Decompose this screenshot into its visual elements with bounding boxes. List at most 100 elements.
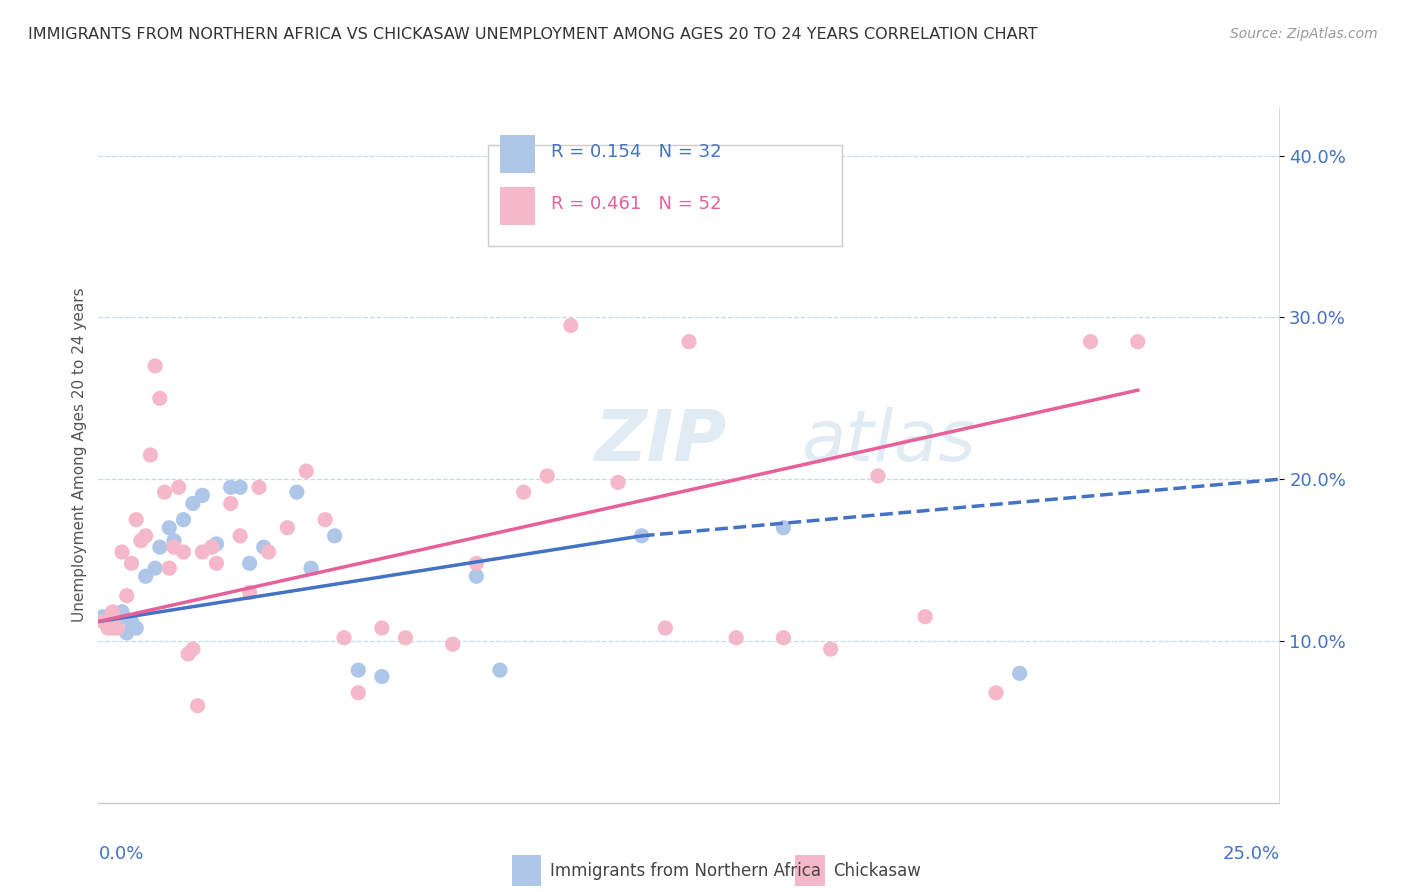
Text: Chickasaw: Chickasaw	[832, 862, 921, 880]
Point	[135, 529, 157, 543]
Point	[465, 569, 488, 583]
Point	[101, 621, 124, 635]
Point	[1080, 334, 1102, 349]
Point	[465, 557, 488, 571]
Point	[201, 540, 224, 554]
Point	[772, 521, 794, 535]
Text: R = 0.154   N = 32: R = 0.154 N = 32	[551, 144, 721, 161]
Point	[239, 585, 262, 599]
Point	[121, 615, 143, 629]
Point	[607, 475, 630, 490]
Point	[229, 480, 252, 494]
Point	[181, 642, 204, 657]
Point	[205, 557, 228, 571]
Point	[314, 513, 336, 527]
Point	[1008, 666, 1031, 681]
Point	[177, 647, 200, 661]
Point	[149, 540, 172, 554]
Point	[91, 609, 114, 624]
Point	[1126, 334, 1149, 349]
Text: Immigrants from Northern Africa: Immigrants from Northern Africa	[550, 862, 821, 880]
Point	[536, 469, 558, 483]
Point	[371, 670, 394, 684]
Point	[187, 698, 209, 713]
Point	[135, 569, 157, 583]
Point	[191, 545, 214, 559]
Text: R = 0.461   N = 52: R = 0.461 N = 52	[551, 195, 721, 213]
Point	[247, 480, 270, 494]
Point	[125, 621, 148, 635]
Point	[333, 631, 356, 645]
Text: Source: ZipAtlas.com: Source: ZipAtlas.com	[1230, 27, 1378, 41]
FancyBboxPatch shape	[512, 855, 541, 887]
Text: ZIP: ZIP	[595, 407, 727, 475]
Point	[347, 686, 370, 700]
Point	[772, 631, 794, 645]
Y-axis label: Unemployment Among Ages 20 to 24 years: Unemployment Among Ages 20 to 24 years	[72, 287, 87, 623]
Point	[394, 631, 416, 645]
Point	[914, 609, 936, 624]
FancyBboxPatch shape	[488, 145, 842, 246]
Point	[229, 529, 252, 543]
Point	[276, 521, 298, 535]
Point	[285, 485, 308, 500]
FancyBboxPatch shape	[796, 855, 825, 887]
Point	[512, 485, 534, 500]
Point	[725, 631, 748, 645]
Point	[163, 540, 186, 554]
Point	[121, 557, 143, 571]
Point	[253, 540, 276, 554]
Point	[678, 334, 700, 349]
Point	[163, 533, 186, 548]
Point	[295, 464, 318, 478]
Point	[866, 469, 889, 483]
Text: 25.0%: 25.0%	[1222, 845, 1279, 863]
Point	[630, 529, 652, 543]
Point	[101, 605, 124, 619]
Point	[172, 545, 194, 559]
Point	[371, 621, 394, 635]
Point	[441, 637, 464, 651]
Point	[115, 626, 138, 640]
Point	[111, 545, 134, 559]
Point	[157, 561, 180, 575]
Point	[97, 621, 120, 635]
Point	[115, 589, 138, 603]
Point	[984, 686, 1007, 700]
Point	[191, 488, 214, 502]
Point	[125, 513, 148, 527]
Point	[219, 480, 242, 494]
FancyBboxPatch shape	[501, 135, 536, 173]
Text: atlas: atlas	[801, 407, 976, 475]
Point	[201, 540, 224, 554]
Point	[149, 392, 172, 406]
FancyBboxPatch shape	[501, 187, 536, 226]
Point	[153, 485, 176, 500]
Point	[654, 621, 676, 635]
Text: IMMIGRANTS FROM NORTHERN AFRICA VS CHICKASAW UNEMPLOYMENT AMONG AGES 20 TO 24 YE: IMMIGRANTS FROM NORTHERN AFRICA VS CHICK…	[28, 27, 1038, 42]
Point	[489, 663, 512, 677]
Point	[172, 513, 194, 527]
Point	[560, 318, 582, 333]
Point	[91, 615, 114, 629]
Point	[167, 480, 190, 494]
Point	[143, 561, 166, 575]
Text: 0.0%: 0.0%	[98, 845, 143, 863]
Point	[219, 496, 242, 510]
Point	[97, 609, 120, 624]
Point	[111, 605, 134, 619]
Point	[323, 529, 346, 543]
Point	[347, 663, 370, 677]
Point	[205, 537, 228, 551]
Point	[157, 521, 180, 535]
Point	[257, 545, 280, 559]
Point	[143, 359, 166, 373]
Point	[129, 533, 152, 548]
Point	[181, 496, 204, 510]
Point	[299, 561, 322, 575]
Point	[139, 448, 162, 462]
Point	[820, 642, 842, 657]
Point	[239, 557, 262, 571]
Point	[105, 615, 128, 629]
Point	[105, 621, 128, 635]
